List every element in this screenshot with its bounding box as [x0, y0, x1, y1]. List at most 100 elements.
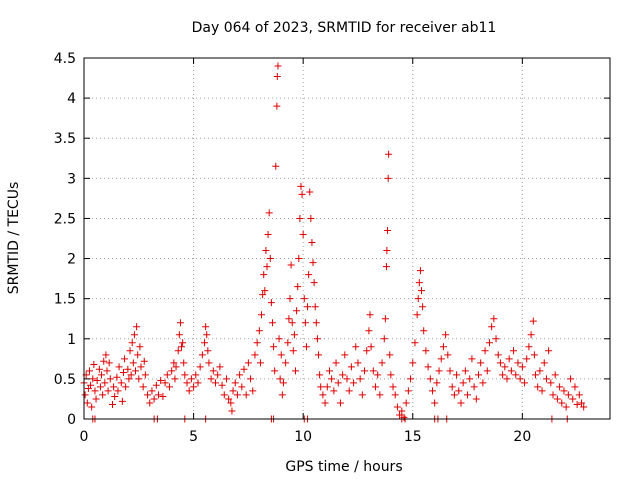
data-point [439, 343, 447, 351]
data-point [381, 315, 389, 323]
data-point [133, 323, 141, 331]
data-point [136, 343, 144, 351]
data-point [127, 371, 135, 379]
data-point [446, 367, 454, 375]
data-point [354, 359, 362, 367]
data-point [488, 323, 496, 331]
data-point [295, 255, 303, 263]
y-tick-label: 1 [67, 332, 76, 348]
data-point [361, 367, 369, 375]
data-point [573, 401, 581, 409]
data-point [222, 375, 230, 383]
data-point [317, 383, 325, 391]
data-point [294, 283, 302, 291]
data-point [179, 339, 187, 347]
data-point [319, 391, 327, 399]
data-point [118, 397, 126, 405]
data-point [304, 303, 312, 311]
data-point [407, 375, 415, 383]
y-tick-label: 0 [67, 412, 76, 428]
data-point [99, 391, 107, 399]
data-point [89, 375, 97, 383]
data-point [345, 387, 353, 395]
data-point [433, 379, 441, 387]
grid-layer [84, 58, 610, 419]
data-point [389, 383, 397, 391]
data-point [477, 359, 485, 367]
data-point [284, 339, 292, 347]
data-point [266, 255, 274, 263]
data-point [88, 403, 96, 411]
data-point [414, 295, 422, 303]
data-point [271, 367, 279, 375]
data-point [272, 162, 280, 170]
x-tick-label: 0 [80, 429, 89, 445]
plot-frame [83, 57, 611, 420]
y-tick-label: 4.5 [54, 51, 76, 67]
data-point [110, 383, 118, 391]
data-point [92, 395, 100, 403]
data-point [472, 395, 480, 403]
data-point [422, 347, 430, 355]
data-point [260, 271, 268, 279]
data-point [274, 62, 282, 70]
data-point [287, 261, 295, 269]
data-point [93, 376, 101, 384]
data-point [83, 399, 91, 407]
data-point [277, 351, 285, 359]
data-point [384, 226, 392, 234]
data-point [413, 311, 421, 319]
data-point [297, 182, 305, 190]
data-point [101, 379, 109, 387]
x-tick-label: 20 [513, 429, 531, 445]
data-point [393, 403, 401, 411]
data-point [242, 391, 250, 399]
data-point [386, 351, 394, 359]
y-tick-label: 1.5 [54, 292, 76, 308]
data-point [95, 365, 103, 373]
data-point [130, 331, 138, 339]
data-point [547, 379, 555, 387]
data-point [330, 387, 338, 395]
data-point [144, 391, 152, 399]
data-point [562, 403, 570, 411]
data-point [418, 287, 426, 295]
data-point [501, 363, 509, 371]
data-point [398, 407, 406, 415]
data-point [461, 367, 469, 375]
x-tick-label: 5 [189, 429, 198, 445]
data-point [334, 379, 342, 387]
data-point [194, 379, 202, 387]
data-point [367, 343, 375, 351]
data-point [536, 367, 544, 375]
data-point [332, 359, 340, 367]
data-point [129, 359, 137, 367]
data-point [442, 331, 450, 339]
data-point [117, 379, 125, 387]
data-point [558, 399, 566, 407]
data-point [293, 307, 301, 315]
data-point [187, 375, 195, 383]
data-point [278, 391, 286, 399]
data-point [161, 379, 169, 387]
data-point [175, 331, 183, 339]
data-point [165, 383, 173, 391]
data-point [146, 399, 154, 407]
data-point [306, 188, 314, 196]
data-point [159, 393, 167, 401]
axis-ticks: 0 0.5 1 1.5 2 2.5 3 3.5 4 4.5 0 5 10 15 20 [54, 51, 610, 445]
data-point [307, 214, 315, 222]
data-point [311, 303, 319, 311]
data-point [122, 383, 130, 391]
data-point [525, 343, 533, 351]
data-point [567, 375, 575, 383]
data-point [505, 355, 513, 363]
data-point [255, 327, 263, 335]
data-point [366, 311, 374, 319]
data-point [383, 247, 391, 255]
data-point [510, 347, 518, 355]
data-point [336, 399, 344, 407]
data-point [212, 379, 219, 387]
data-point [152, 381, 160, 389]
data-point [227, 399, 235, 407]
